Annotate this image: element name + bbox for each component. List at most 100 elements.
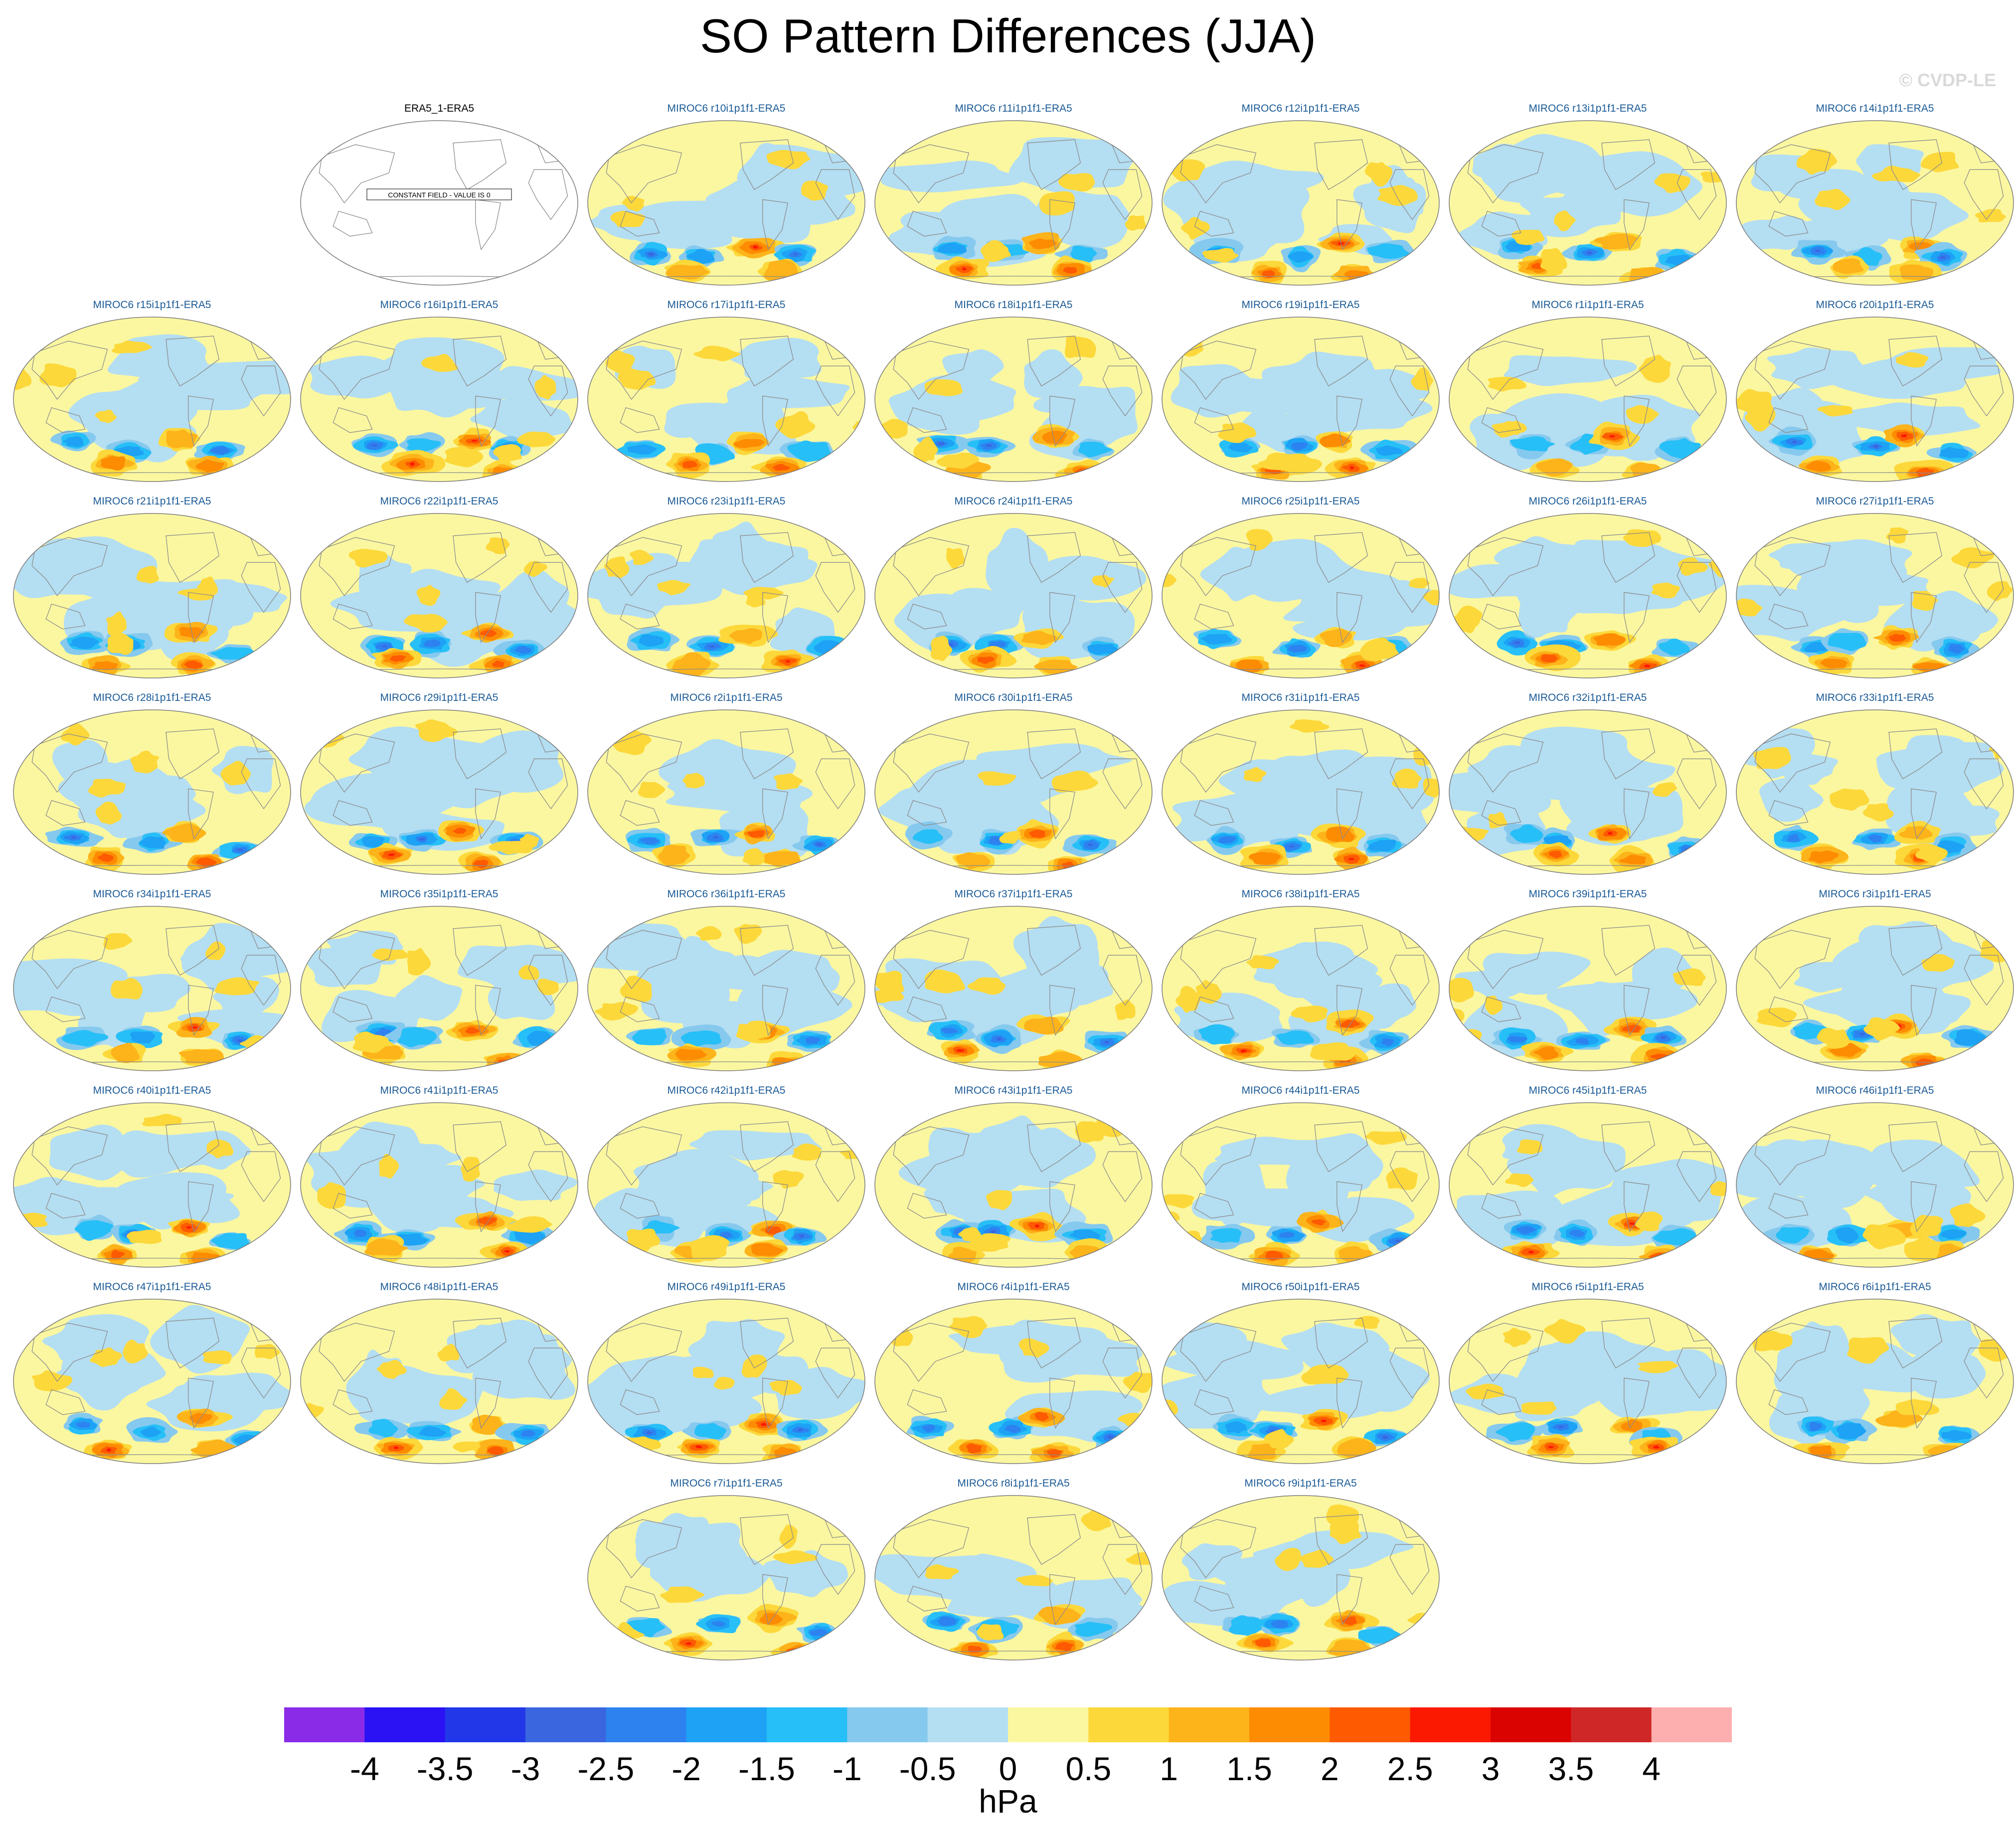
anomaly-region bbox=[1561, 151, 1707, 217]
anomaly-region bbox=[90, 1347, 123, 1367]
anomaly-region bbox=[1354, 1316, 1380, 1329]
coastline bbox=[1768, 210, 1809, 237]
anomaly-region bbox=[418, 1426, 448, 1437]
coastline bbox=[1027, 139, 1081, 190]
map-svg bbox=[1162, 317, 1440, 482]
anomaly-region bbox=[1104, 1041, 1110, 1044]
map-panel: MIROC6 r5i1p1f1-ERA5 bbox=[1446, 1281, 1730, 1473]
anomaly-region bbox=[1162, 1581, 1285, 1627]
anomaly-region bbox=[1940, 1229, 1967, 1239]
coastline bbox=[1337, 1181, 1362, 1233]
map-panel: MIROC6 r11i1p1f1-ERA5 bbox=[871, 103, 1156, 294]
anomaly-region bbox=[504, 1250, 510, 1253]
anomaly-region bbox=[680, 1030, 722, 1047]
coastline bbox=[740, 1514, 794, 1565]
map-svg bbox=[300, 1102, 578, 1268]
anomaly-region bbox=[1180, 217, 1211, 240]
map-svg bbox=[587, 1299, 865, 1464]
anomaly-region bbox=[1455, 968, 1542, 999]
anomaly-region bbox=[956, 1049, 965, 1052]
map-svg bbox=[1162, 709, 1440, 875]
map-svg bbox=[13, 709, 291, 875]
anomaly-region bbox=[1954, 1029, 1987, 1046]
map-outline bbox=[300, 709, 578, 875]
anomaly-region bbox=[1808, 850, 1839, 863]
anomaly-region bbox=[1034, 1412, 1049, 1421]
coastline bbox=[1911, 985, 1937, 1036]
anomaly-region bbox=[1521, 1401, 1558, 1415]
anomaly-region bbox=[486, 537, 510, 554]
coastline bbox=[1314, 925, 1368, 976]
anomaly-region bbox=[1203, 1161, 1267, 1227]
coastline bbox=[1481, 800, 1521, 826]
anomaly-region bbox=[477, 1216, 498, 1225]
map-svg bbox=[1736, 709, 2014, 875]
coastline bbox=[1481, 1389, 1521, 1415]
anomaly-region bbox=[1503, 1328, 1532, 1347]
map-panel: MIROC6 r33i1p1f1-ERA5 bbox=[1733, 692, 2016, 883]
coastline bbox=[1467, 537, 1544, 597]
coastline bbox=[528, 1151, 568, 1202]
anomaly-region bbox=[1950, 1203, 1987, 1227]
map-panel: MIROC6 r46i1p1f1-ERA5 bbox=[1733, 1085, 2016, 1276]
anomaly-region bbox=[1228, 1615, 1268, 1636]
map-panel: MIROC6 r47i1p1f1-ERA5 bbox=[10, 1281, 294, 1473]
anomaly-region bbox=[1820, 659, 1848, 669]
anomaly-region bbox=[112, 1183, 234, 1222]
panel-title: MIROC6 r22i1p1f1-ERA5 bbox=[380, 496, 499, 507]
anomaly-region bbox=[101, 456, 126, 471]
anomaly-region bbox=[1024, 349, 1084, 398]
map-svg bbox=[1736, 120, 2014, 286]
anomaly-region bbox=[729, 628, 763, 644]
coastline bbox=[1314, 335, 1368, 387]
anomaly-region bbox=[1803, 984, 1959, 1019]
anomaly-region bbox=[976, 743, 1139, 777]
anomaly-region bbox=[1279, 453, 1323, 475]
anomaly-region bbox=[924, 969, 966, 994]
anomaly-region bbox=[618, 368, 656, 390]
colorbar-tick-label: -1.5 bbox=[738, 1750, 795, 1787]
coastline bbox=[31, 537, 108, 597]
coastline bbox=[1027, 1121, 1081, 1172]
anomaly-region bbox=[1064, 336, 1097, 358]
anomaly-region bbox=[1240, 1049, 1247, 1053]
coastline bbox=[475, 592, 501, 644]
anomaly-region bbox=[1517, 1139, 1543, 1155]
anomaly-region bbox=[1528, 1250, 1534, 1254]
coastline bbox=[1389, 1151, 1430, 1202]
anomaly-region bbox=[1039, 191, 1075, 216]
anomaly-region bbox=[181, 1372, 291, 1421]
panel-title: MIROC6 r31i1p1f1-ERA5 bbox=[1241, 692, 1360, 703]
coastline bbox=[528, 169, 568, 220]
anomaly-region bbox=[88, 779, 126, 798]
coastline bbox=[815, 955, 855, 1006]
coastline bbox=[31, 733, 108, 793]
anomaly-region bbox=[912, 829, 943, 844]
anomaly-region bbox=[734, 924, 762, 944]
coastline bbox=[1481, 407, 1521, 433]
anomaly-region bbox=[632, 1028, 668, 1045]
anomaly-region bbox=[123, 1339, 149, 1363]
anomaly-region bbox=[689, 1130, 823, 1161]
anomaly-region bbox=[1939, 447, 1969, 459]
coastline bbox=[1337, 592, 1362, 644]
map-outline bbox=[1736, 317, 2014, 482]
coastline bbox=[1049, 1377, 1075, 1429]
map-svg bbox=[1449, 709, 1727, 875]
coastline bbox=[166, 1121, 220, 1172]
map-panel: MIROC6 r50i1p1f1-ERA5 bbox=[1159, 1281, 1443, 1473]
coastline bbox=[528, 955, 568, 1006]
anomaly-region bbox=[1536, 458, 1573, 477]
anomaly-region bbox=[1901, 434, 1907, 438]
map-outline bbox=[874, 1102, 1153, 1268]
anomaly-region bbox=[1180, 1230, 1203, 1247]
anomaly-region bbox=[1467, 745, 1560, 796]
anomaly-region bbox=[981, 240, 1011, 262]
anomaly-region bbox=[692, 1366, 714, 1378]
anomaly-region bbox=[514, 646, 531, 654]
anomaly-region bbox=[1533, 1046, 1559, 1060]
anomaly-region bbox=[1063, 267, 1077, 274]
coastline bbox=[1180, 144, 1257, 204]
map-svg bbox=[13, 1299, 291, 1464]
anomaly-region bbox=[126, 1229, 162, 1244]
